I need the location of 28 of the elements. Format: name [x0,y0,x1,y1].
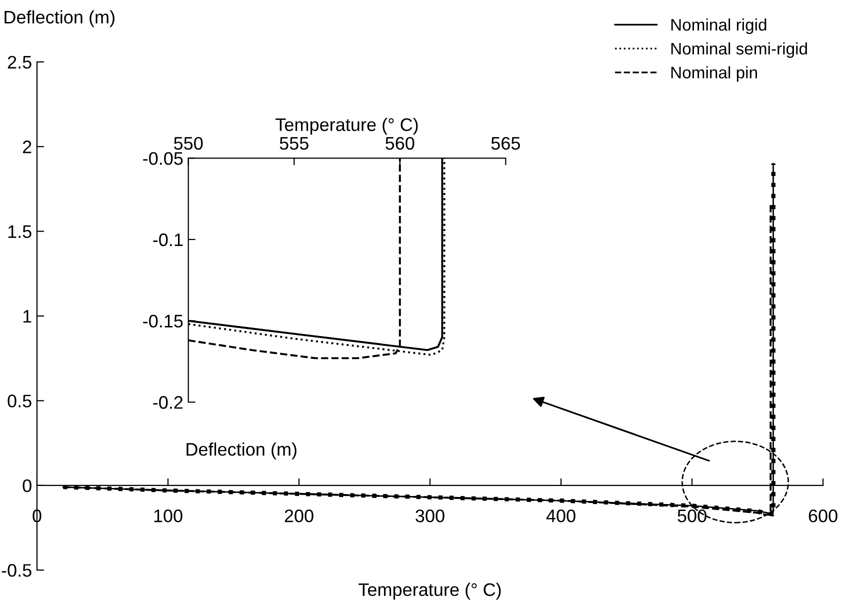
y-tick-label: 2 [22,140,32,154]
y-tick-label: -0.15 [143,314,183,328]
legend-label: Nominal pin [671,66,757,82]
y-tick-label: -0.05 [143,152,183,165]
x-tick-label: 300 [416,509,444,522]
y-tick-label: 0 [22,479,32,492]
x-tick-label: 560 [386,136,414,150]
y-tick-label: 1 [23,310,32,323]
x-tick-label: 565 [491,136,520,150]
x-tick-label: 400 [546,509,576,522]
x-axis-title: Temperature (° C) [358,582,501,600]
x-tick-label: 555 [280,137,308,150]
annotation: Deflection (m) [186,442,296,460]
x-tick-label: 500 [678,509,706,522]
legend-label: Nominal rigid [671,18,766,34]
y-tick-label: 2.5 [8,56,32,69]
x-tick-label: 100 [154,509,182,522]
x-tick-label: 550 [174,136,203,150]
x-tick-label: 600 [808,509,838,522]
y-tick-label: -0.2 [153,396,183,409]
x-axis-title: Temperature (° C) [276,118,418,135]
y-tick-label: -0.1 [153,233,183,246]
y-tick-label: 0.5 [8,394,32,408]
legend-label: Nominal semi-rigid [671,42,807,58]
y-axis-title: Deflection (m) [4,10,114,28]
y-tick-label: -0.5 [2,564,32,577]
x-tick-label: 200 [284,509,314,522]
y-tick-label: 1.5 [8,225,32,238]
